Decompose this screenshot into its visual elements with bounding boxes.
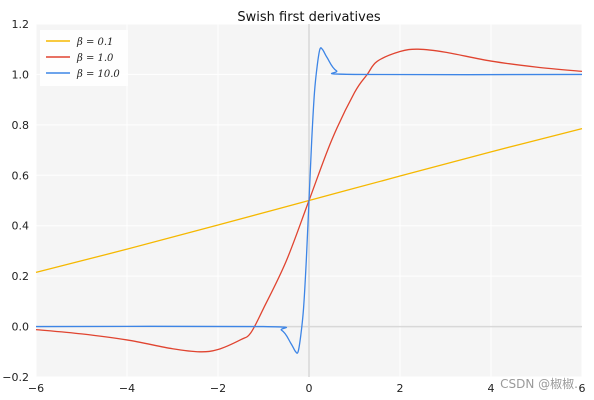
watermark-text: CSDN @椒椒. bbox=[500, 377, 578, 391]
x-tick-label: −4 bbox=[119, 382, 135, 395]
series-line-2 bbox=[35, 47, 583, 354]
x-tick-labels: −6 −4 −2 0 2 4 6 bbox=[28, 382, 586, 395]
legend-label: β = 0.1 bbox=[76, 37, 113, 48]
x-tick-label: −2 bbox=[210, 382, 226, 395]
y-tick-label: 0.0 bbox=[12, 321, 30, 334]
x-tick-label: 0 bbox=[306, 382, 313, 395]
y-tick-label: 0.6 bbox=[12, 169, 30, 182]
y-tick-label: 1.2 bbox=[12, 18, 30, 31]
y-tick-label: 1.0 bbox=[12, 68, 30, 81]
legend-label: β = 1.0 bbox=[76, 53, 114, 64]
chart-title: Swish first derivatives bbox=[237, 10, 380, 25]
legend-box bbox=[40, 30, 128, 86]
y-tick-label: 0.2 bbox=[12, 270, 30, 283]
x-tick-label: −6 bbox=[28, 382, 44, 395]
legend: β = 0.1 β = 1.0 β = 10.0 bbox=[40, 30, 128, 86]
y-tick-label: −0.2 bbox=[2, 371, 29, 384]
y-tick-label: 0.8 bbox=[12, 119, 30, 132]
y-tick-label: 0.4 bbox=[12, 220, 30, 233]
y-tick-labels: −0.2 0.0 0.2 0.4 0.6 0.8 1.0 1.2 bbox=[2, 18, 29, 384]
series-lines bbox=[35, 47, 583, 354]
legend-label: β = 10.0 bbox=[76, 69, 120, 80]
x-tick-label: 2 bbox=[397, 382, 404, 395]
x-tick-label: 6 bbox=[579, 382, 586, 395]
x-tick-label: 4 bbox=[488, 382, 495, 395]
